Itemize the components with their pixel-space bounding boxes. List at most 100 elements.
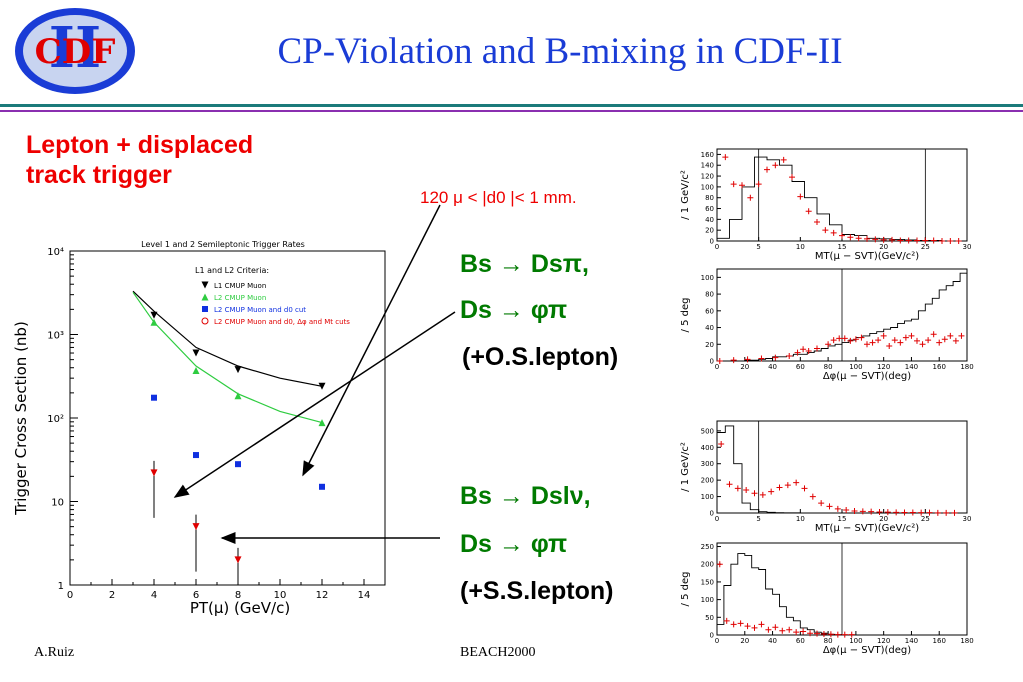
data-point (864, 235, 870, 242)
y-tick-label: 400 (701, 444, 714, 452)
y-tick-label: 10⁴ (47, 247, 64, 258)
dphi-os-histogram: 0 20 40 60 80 100 120 140 160 180020406080100Δφ(μ… (680, 268, 974, 381)
x-tick-label: 140 (905, 637, 918, 645)
x-tick-label: 0 (67, 590, 73, 601)
trigger-rates-chart: Level 1 and 2 Semileptonic Trigger Rates… (12, 240, 386, 617)
y-tick-label: 60 (705, 205, 714, 213)
y-tick-label: 120 (701, 173, 714, 181)
x-tick-label: 6 (193, 590, 199, 601)
data-point (234, 556, 242, 564)
data-point (814, 345, 820, 352)
x-tick-label: 15 (838, 243, 847, 251)
data-point (800, 346, 807, 353)
data-point (872, 236, 879, 243)
y-tick-label: 100 (701, 596, 714, 604)
x-tick-label: 25 (921, 515, 930, 523)
data-point (901, 509, 908, 516)
data-point (755, 181, 762, 188)
data-point (716, 358, 723, 364)
data-point (800, 628, 807, 635)
data-point (730, 357, 737, 364)
y-tick-label: 20 (705, 227, 714, 235)
data-point (834, 505, 841, 512)
decay-os-line3: (+O.S.lepton) (462, 343, 619, 371)
data-point (876, 509, 883, 516)
y-tick-label: 10 (51, 498, 64, 509)
data-point (805, 208, 812, 215)
x-tick-label: 160 (933, 363, 946, 371)
data-point (934, 509, 941, 516)
data-point (851, 508, 858, 515)
data-point (836, 335, 843, 342)
data-point (926, 509, 933, 516)
data-point (784, 482, 791, 489)
data-point (936, 339, 943, 346)
data-point (786, 626, 793, 633)
data-point (718, 441, 725, 447)
data-point (830, 229, 837, 236)
data-point (847, 234, 854, 241)
y-tick-label: 250 (701, 543, 714, 551)
data-point (880, 236, 887, 243)
y-tick-label: 0 (710, 632, 714, 640)
data-point (150, 318, 158, 326)
x-tick-label: 12 (316, 590, 329, 601)
data-point (880, 332, 887, 339)
x-tick-label: 40 (768, 363, 777, 371)
data-point (834, 631, 841, 638)
data-point (848, 631, 855, 638)
x-tick-label: 10 (796, 243, 805, 251)
footer-author: A.Ruiz (34, 645, 75, 660)
decay-ss-line3: (+S.S.lepton) (460, 577, 614, 605)
decay-os-line2: Ds → φπ (460, 296, 568, 324)
chart-subtitle: L1 and L2 Criteria: (195, 266, 269, 275)
data-point (793, 479, 800, 486)
y-tick-label: 200 (701, 477, 714, 485)
x-tick-label: 5 (756, 243, 760, 251)
data-point (939, 238, 945, 244)
data-point (830, 337, 837, 344)
data-point (151, 394, 157, 401)
data-point (794, 349, 801, 356)
data-point (930, 237, 937, 244)
legend-marker (201, 317, 209, 325)
y-tick-label: 50 (705, 614, 714, 622)
data-point (918, 509, 925, 516)
data-point (841, 631, 848, 638)
data-point (192, 349, 200, 357)
legend-entry: L2 CMUP Muon and d0 cut (214, 306, 306, 314)
data-point (897, 339, 904, 346)
y-tick-label: 200 (701, 561, 714, 569)
data-point (759, 491, 766, 498)
x-tick-label: 80 (824, 363, 833, 371)
data-point (955, 238, 962, 244)
x-axis-label: MT(μ − SVT)(GeV/c²) (815, 251, 919, 262)
trigger-heading-line2: track trigger (26, 161, 172, 189)
data-point (818, 500, 825, 507)
data-point (758, 621, 765, 628)
data-point (893, 509, 900, 516)
data-point (827, 631, 834, 638)
legend-marker (202, 306, 208, 312)
data-point (723, 617, 730, 624)
y-tick-label: 150 (701, 578, 714, 586)
x-tick-label: 0 (715, 363, 719, 371)
logo-text: CDF (35, 32, 116, 72)
data-point (772, 624, 779, 631)
x-tick-label: 10 (274, 590, 287, 601)
data-point (726, 481, 733, 488)
data-point (758, 355, 765, 362)
data-point (734, 485, 741, 492)
data-point (843, 507, 850, 514)
data-point (192, 523, 200, 531)
logo-numeral: II (49, 15, 101, 81)
data-point (814, 630, 820, 637)
chart-title: Level 1 and 2 Semileptonic Trigger Rates (141, 240, 305, 249)
data-point (772, 162, 779, 169)
data-point (922, 237, 929, 244)
data-point (786, 352, 793, 359)
y-tick-label: 40 (705, 324, 714, 332)
y-tick-label: 80 (705, 194, 714, 202)
